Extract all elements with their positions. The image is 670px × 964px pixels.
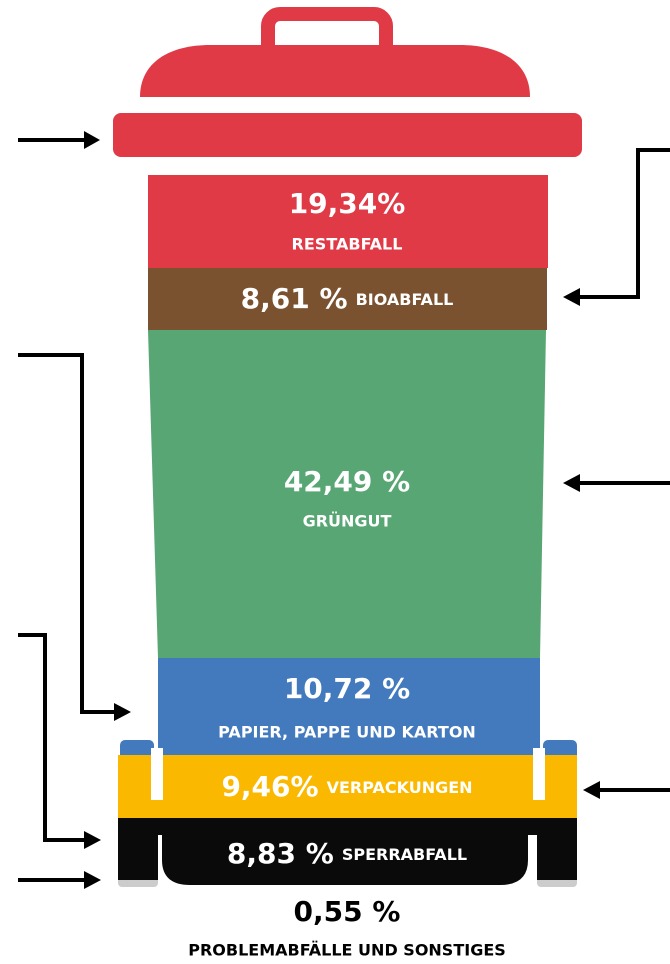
value: 10,72 % bbox=[284, 672, 410, 705]
arrow-head bbox=[563, 288, 580, 306]
lid-dome bbox=[140, 45, 530, 97]
arrow-head bbox=[84, 831, 101, 849]
page: 19,34% RESTABFALL 8,61 % BIOABFALL 42,49 … bbox=[0, 0, 670, 964]
label: PROBLEMABFÄLLE UND SONSTIGES bbox=[188, 941, 506, 960]
arrow-head bbox=[563, 474, 580, 492]
label: PAPIER, PAPPE UND KARTON bbox=[218, 723, 476, 742]
label: GRÜNGUT bbox=[303, 512, 392, 531]
label: BIOABFALL bbox=[356, 290, 454, 309]
lid-bar bbox=[113, 113, 582, 157]
value: 8,83 % bbox=[227, 837, 334, 870]
arrow bbox=[18, 355, 116, 712]
label: VERPACKUNGEN bbox=[327, 778, 473, 797]
arrow-head bbox=[84, 131, 100, 149]
value: 9,46% bbox=[221, 770, 318, 803]
value: 0,55 % bbox=[294, 895, 401, 928]
arrow-head bbox=[114, 703, 131, 721]
label: RESTABFALL bbox=[292, 235, 403, 254]
arrow-head bbox=[583, 781, 600, 799]
wheel-gap-left bbox=[151, 748, 163, 800]
label: SPERRABFALL bbox=[342, 845, 467, 864]
arrow-head bbox=[84, 871, 101, 889]
value: 8,61 % bbox=[241, 282, 348, 315]
infographic: 19,34% RESTABFALL 8,61 % BIOABFALL 42,49 … bbox=[0, 0, 670, 964]
value: 19,34% bbox=[289, 187, 406, 220]
value: 42,49 % bbox=[284, 465, 410, 498]
arrow bbox=[578, 150, 670, 297]
wheel-gap-right bbox=[533, 748, 545, 800]
arrow bbox=[18, 635, 86, 840]
